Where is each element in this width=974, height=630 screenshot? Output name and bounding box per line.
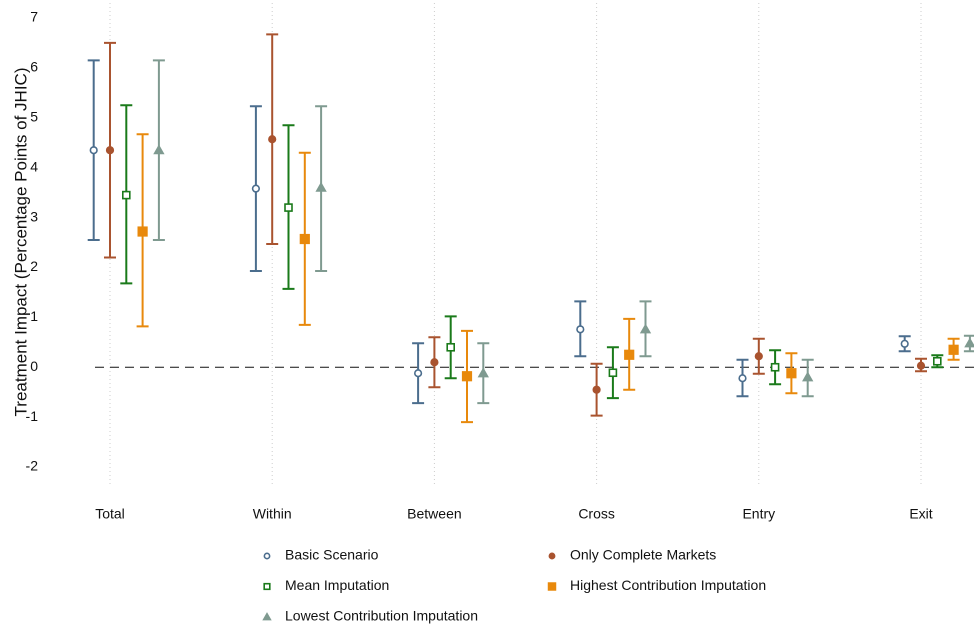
point [624,349,635,360]
point [153,144,165,155]
y-tick-label: 4 [30,158,38,174]
x-tick-label: Exit [909,506,932,522]
x-tick-label: Entry [742,506,775,522]
y-tick-label: 3 [30,208,38,224]
legend-label: Mean Imputation [285,577,389,593]
point [284,203,293,212]
point [315,181,327,192]
legend-label: Only Complete Markets [570,547,716,563]
point [461,371,473,382]
y-tick-label: 0 [30,358,38,374]
point [251,184,260,193]
y-tick-label: 2 [30,258,38,274]
point [430,358,439,367]
legend-label: Highest Contribution Imputation [570,577,766,593]
y-tick-label: 1 [30,308,38,324]
point [105,146,115,155]
y-tick-label: -2 [26,458,39,474]
point [738,374,747,383]
point [770,362,780,372]
point [122,190,131,200]
x-tick-label: Total [95,506,125,522]
legend-marker [262,612,272,621]
point [964,337,974,348]
y-tick-label: 5 [30,108,38,124]
point [900,339,909,348]
legend-marker [263,552,271,560]
point [608,368,618,378]
point [414,369,423,378]
point [786,368,797,379]
x-tick-label: Within [253,506,292,522]
y-tick-label: -1 [26,408,39,424]
point [446,342,456,352]
point [477,367,489,378]
point [299,233,310,245]
point [948,344,959,355]
point [592,385,601,394]
point [932,356,942,366]
point [89,146,98,155]
legend-marker [263,582,271,591]
point [639,323,652,334]
legend-label: Lowest Contribution Imputation [285,608,478,624]
point [268,135,277,144]
point [754,352,763,361]
legend-marker [547,582,557,591]
y-axis-label: Treatment Impact (Percentage Points of J… [11,68,30,417]
legend-label: Basic Scenario [285,547,379,563]
x-tick-label: Cross [578,506,615,522]
legend-marker [548,552,556,560]
point [802,371,814,382]
point [916,361,926,370]
point [137,226,148,237]
x-tick-label: Between [407,506,461,522]
y-tick-label: 7 [30,9,38,25]
point [576,325,585,334]
y-tick-label: 6 [30,59,38,75]
